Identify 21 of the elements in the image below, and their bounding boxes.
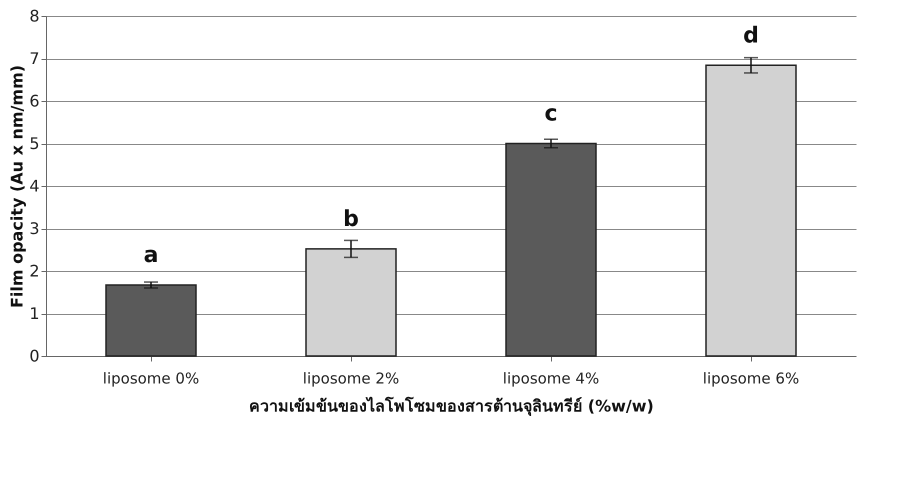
x-tick-label: liposome 2% [302,370,400,388]
bar [305,248,397,357]
y-tick-label: 7 [29,49,40,68]
x-axis-title: ความเข้มข้นของไลโพโซมของสารต้านจุลินทรีย์ (%w/w) [249,396,654,416]
y-tick-label: 3 [29,219,40,238]
y-tick-label: 2 [29,262,40,280]
y-tick-label: 4 [29,176,40,196]
x-tick-label: liposome 4% [502,370,600,388]
y-tick-label: 8 [29,6,40,26]
annotation: d [743,23,759,48]
y-axis-title: Film opacity (Au x nm/mm) [7,64,26,308]
annotation: c [544,102,558,126]
y-tick-label: 5 [29,134,40,153]
annotation: b [343,206,359,232]
x-tick-label: liposome 6% [702,370,800,388]
y-tick-label: 0 [29,346,40,366]
annotation: a [144,243,158,268]
y-tick-label: 1 [29,304,40,323]
y-tick-label: 6 [29,92,40,110]
bar [705,64,797,357]
x-tick-label: liposome 0% [102,370,200,388]
